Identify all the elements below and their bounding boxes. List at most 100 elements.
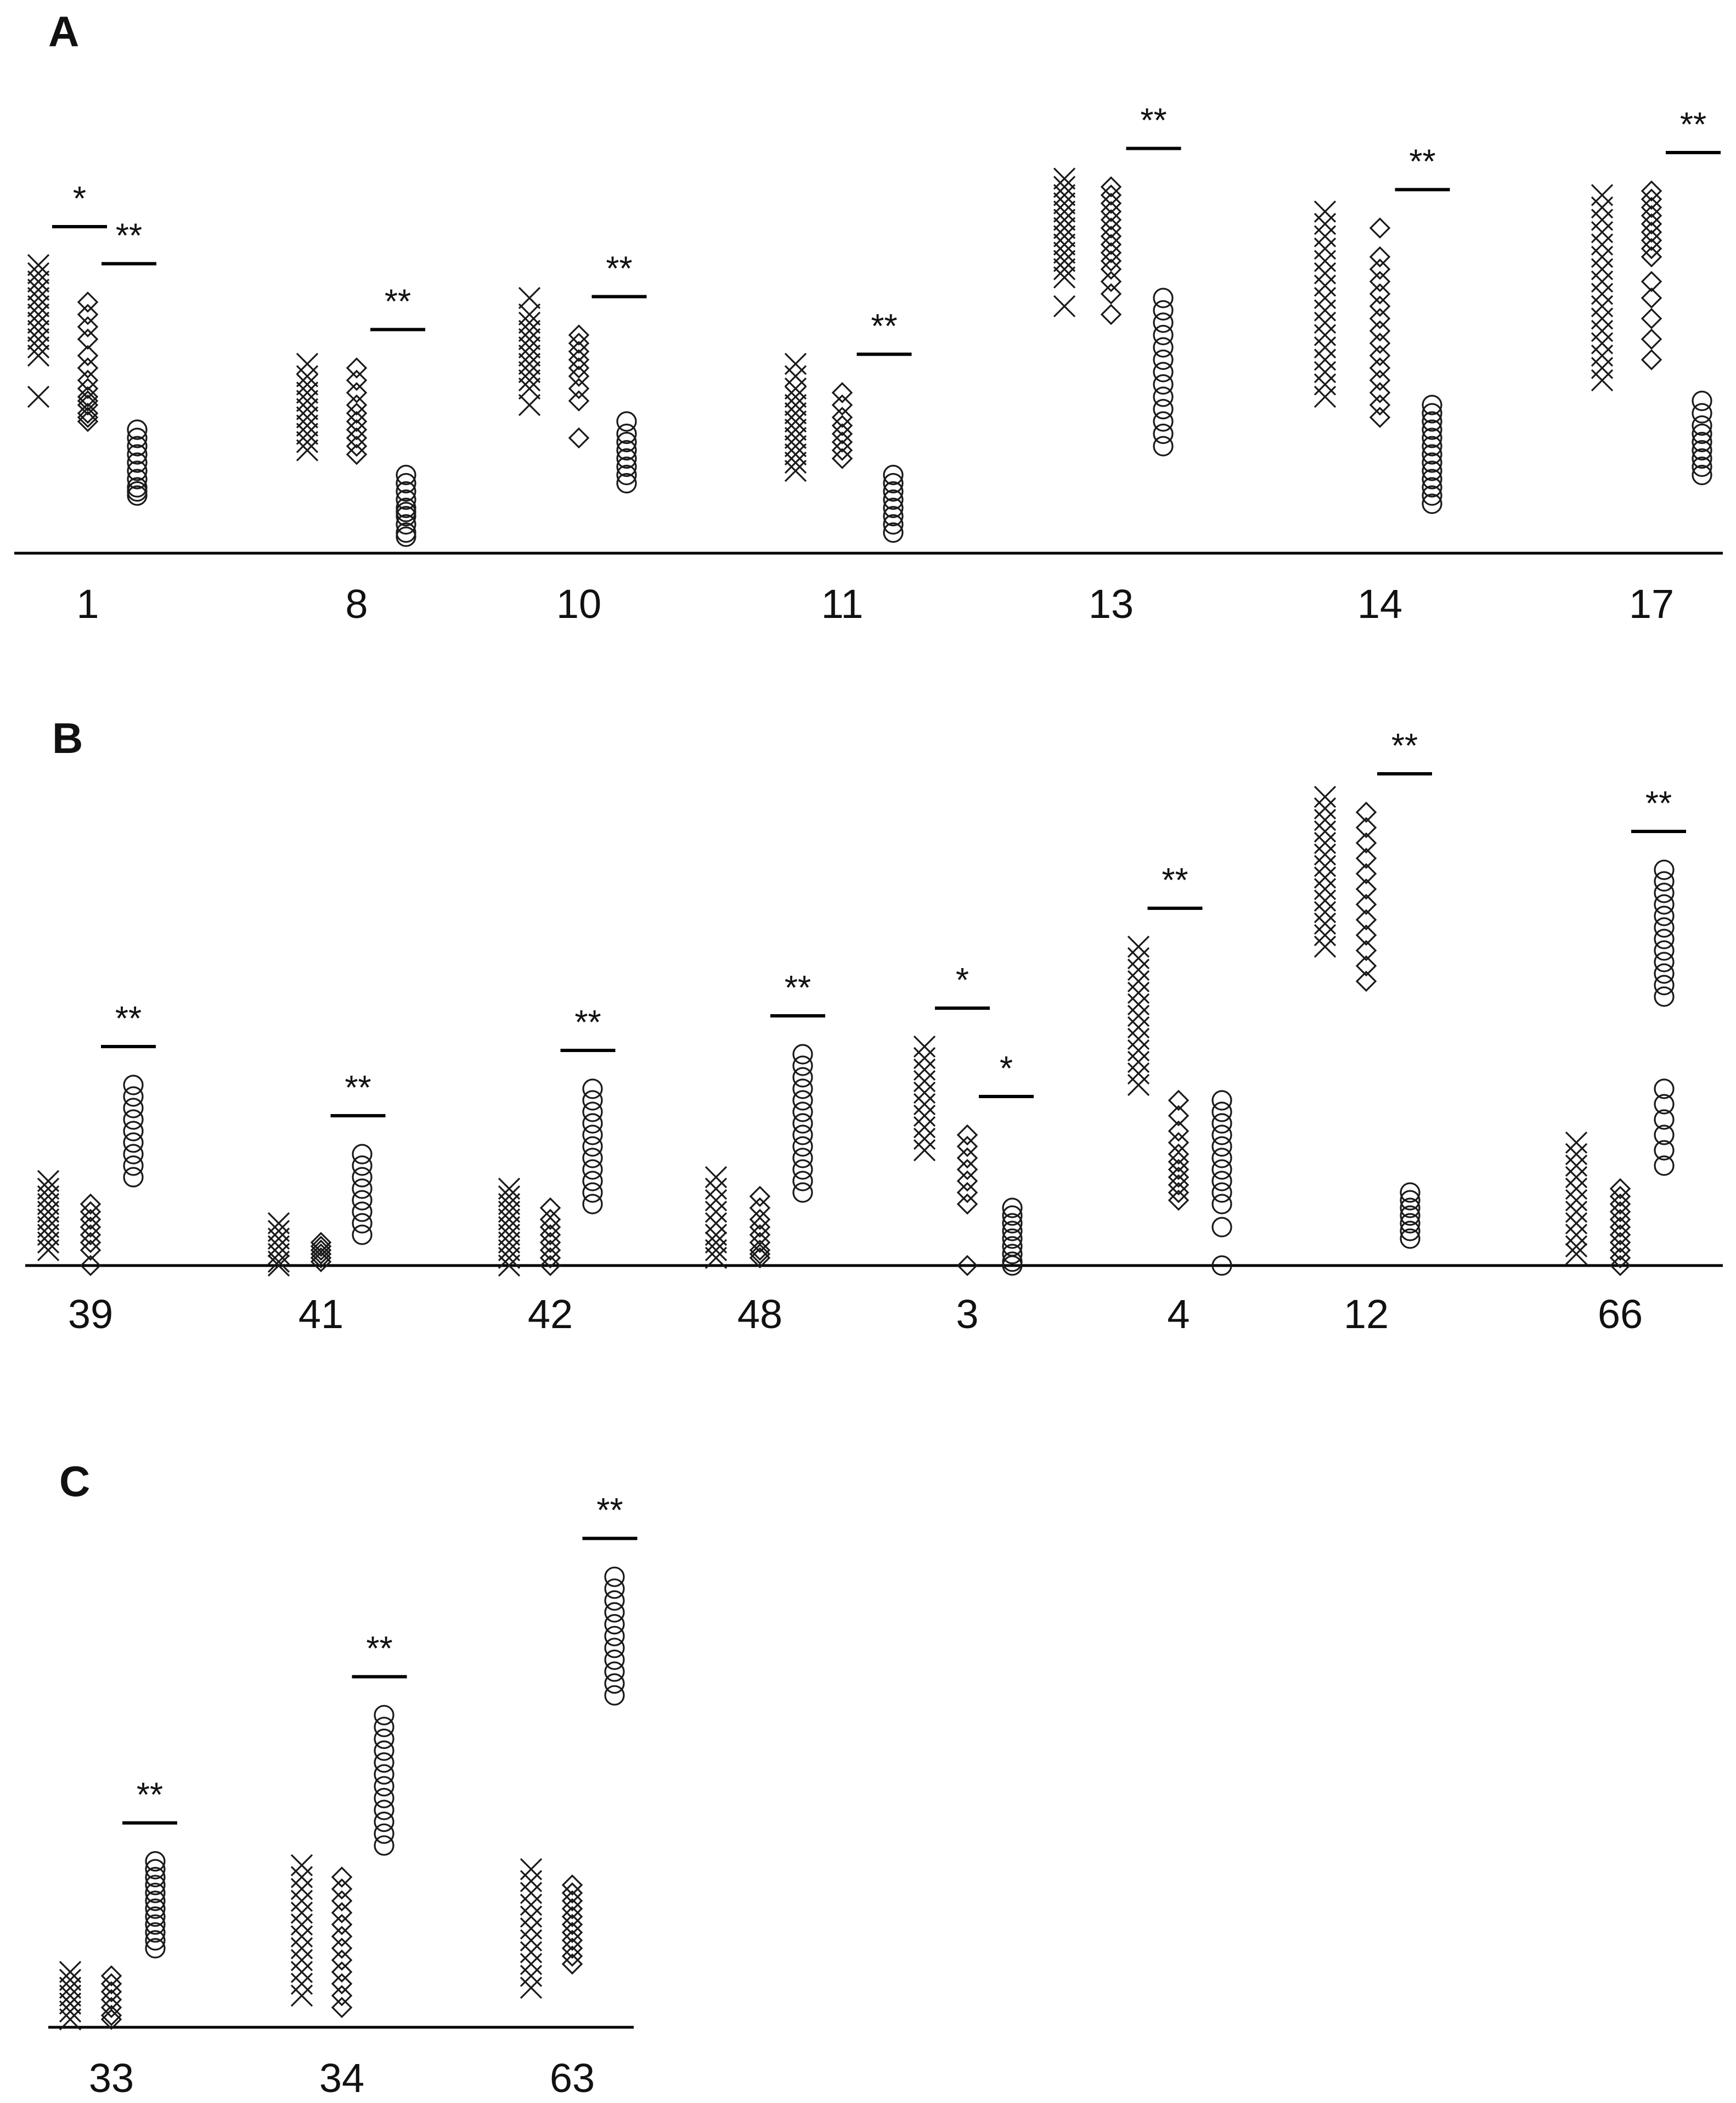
diamond-marker-a-13-8 bbox=[1100, 242, 1122, 263]
diamond-marker-a-14-2 bbox=[1369, 258, 1391, 280]
x-marker-a-1-5 bbox=[27, 295, 50, 318]
x-marker-a-14-11 bbox=[1314, 336, 1337, 359]
diamond-marker-b-12-2 bbox=[1355, 832, 1377, 854]
group-label-a-14: 14 bbox=[1357, 581, 1402, 627]
circle-marker-b-41-2 bbox=[352, 1167, 373, 1188]
circle-marker-a-11-7 bbox=[883, 522, 904, 543]
circle-marker-b-4-3 bbox=[1211, 1124, 1232, 1145]
circle-marker-b-41-6 bbox=[352, 1213, 373, 1234]
circle-marker-b-48-7 bbox=[792, 1124, 813, 1145]
circle-marker-c-34-0 bbox=[374, 1705, 394, 1725]
circle-marker-a-14-8 bbox=[1422, 460, 1442, 481]
diamond-marker-a-10-4 bbox=[568, 357, 590, 379]
x-marker-b-12-4 bbox=[1314, 831, 1337, 854]
x-marker-a-13-4 bbox=[1053, 200, 1076, 223]
x-marker-a-14-4 bbox=[1314, 250, 1337, 272]
x-marker-c-63-2 bbox=[520, 1882, 543, 1904]
circle-marker-b-41-5 bbox=[352, 1201, 373, 1222]
group-label-b-41: 41 bbox=[298, 1291, 343, 1337]
circle-marker-b-42-8 bbox=[582, 1171, 603, 1191]
x-marker-a-17-0 bbox=[1591, 184, 1614, 206]
x-marker-a-8-0 bbox=[296, 352, 319, 375]
x-marker-b-42-7 bbox=[498, 1231, 521, 1254]
group-label-c-63: 63 bbox=[550, 2055, 595, 2101]
diamond-marker-b-66-0 bbox=[1609, 1178, 1631, 1200]
circle-marker-a-14-4 bbox=[1422, 428, 1442, 448]
plot-layer: 1***8**10**11**13**14**17**39**41**42**4… bbox=[27, 102, 1721, 2101]
diamond-marker-b-3-4 bbox=[956, 1170, 978, 1192]
circle-marker-b-41-4 bbox=[352, 1190, 373, 1211]
circle-marker-b-66-9 bbox=[1654, 963, 1675, 984]
circle-marker-b-42-9 bbox=[582, 1182, 603, 1203]
sig-label-b-4-0: ** bbox=[1162, 862, 1188, 899]
circle-marker-a-1-8 bbox=[127, 481, 148, 502]
group-label-c-34: 34 bbox=[319, 2055, 364, 2101]
x-marker-c-33-1 bbox=[59, 1969, 82, 1991]
diamond-marker-a-14-8 bbox=[1369, 333, 1391, 354]
circle-marker-a-17-6 bbox=[1692, 448, 1712, 469]
sig-label-b-42-0: ** bbox=[574, 1004, 601, 1042]
x-marker-b-39-1 bbox=[37, 1177, 60, 1200]
diamond-marker-c-63-10 bbox=[561, 1953, 583, 1975]
circle-marker-b-48-11 bbox=[792, 1171, 813, 1191]
diamond-marker-a-8-0 bbox=[346, 357, 368, 379]
x-marker-a-13-0 bbox=[1053, 167, 1076, 190]
circle-marker-b-48-10 bbox=[792, 1159, 813, 1180]
x-marker-b-41-0 bbox=[267, 1212, 290, 1235]
x-marker-b-42-4 bbox=[498, 1208, 521, 1231]
circle-marker-b-3-4 bbox=[1002, 1228, 1023, 1249]
x-marker-b-4-6 bbox=[1127, 1004, 1150, 1027]
diamond-marker-a-17-4 bbox=[1641, 213, 1662, 235]
diamond-marker-a-11-6 bbox=[831, 440, 853, 461]
circle-marker-b-3-3 bbox=[1002, 1221, 1023, 1241]
diamond-marker-c-63-7 bbox=[561, 1930, 583, 1951]
circle-marker-a-1-5 bbox=[127, 460, 148, 481]
x-marker-b-3-1 bbox=[913, 1047, 936, 1070]
x-marker-b-12-6 bbox=[1314, 854, 1337, 878]
x-marker-a-17-7 bbox=[1591, 270, 1614, 293]
circle-marker-a-14-3 bbox=[1422, 419, 1442, 440]
diamond-marker-b-39-7 bbox=[80, 1255, 102, 1277]
circle-marker-b-48-0 bbox=[792, 1044, 813, 1065]
diamond-marker-b-41-4 bbox=[310, 1247, 332, 1269]
diamond-marker-b-48-8 bbox=[749, 1247, 771, 1269]
circle-marker-b-48-4 bbox=[792, 1090, 813, 1111]
diamond-marker-a-11-5 bbox=[831, 431, 853, 453]
diamond-marker-a-17-6 bbox=[1641, 229, 1662, 251]
sig-label-b-41-0: ** bbox=[345, 1069, 371, 1107]
x-marker-b-66-10 bbox=[1565, 1242, 1588, 1266]
circle-marker-b-66-15 bbox=[1654, 1124, 1675, 1145]
x-marker-b-3-7 bbox=[913, 1116, 936, 1139]
circle-marker-b-39-4 bbox=[123, 1121, 144, 1142]
x-marker-a-11-1 bbox=[784, 365, 807, 387]
x-marker-b-66-2 bbox=[1565, 1154, 1588, 1177]
group-label-a-10: 10 bbox=[556, 581, 601, 627]
diamond-marker-b-12-6 bbox=[1355, 893, 1377, 915]
x-marker-b-42-5 bbox=[498, 1216, 521, 1239]
diamond-marker-a-11-1 bbox=[831, 394, 853, 416]
panel-letter-b: B bbox=[52, 714, 83, 762]
x-marker-c-34-4 bbox=[290, 1902, 313, 1924]
diamond-marker-a-13-12 bbox=[1100, 283, 1122, 305]
circle-marker-a-10-3 bbox=[616, 440, 637, 461]
diamond-marker-b-12-7 bbox=[1355, 909, 1377, 931]
x-marker-b-39-8 bbox=[37, 1231, 60, 1254]
diamond-marker-a-14-9 bbox=[1369, 345, 1391, 367]
circle-marker-b-66-12 bbox=[1654, 1078, 1675, 1099]
circle-marker-b-48-3 bbox=[792, 1078, 813, 1099]
x-marker-b-48-0 bbox=[704, 1166, 728, 1189]
x-marker-b-39-5 bbox=[37, 1208, 60, 1231]
diamond-marker-c-34-2 bbox=[331, 1890, 353, 1911]
circle-marker-a-1-9 bbox=[127, 485, 148, 506]
circle-marker-b-12-0 bbox=[1400, 1182, 1421, 1203]
x-marker-b-3-8 bbox=[913, 1127, 936, 1150]
x-marker-a-10-7 bbox=[518, 352, 541, 375]
diamond-marker-a-14-5 bbox=[1369, 295, 1391, 317]
circle-marker-c-33-1 bbox=[145, 1859, 166, 1880]
circle-marker-a-14-10 bbox=[1422, 477, 1442, 498]
diamond-marker-a-17-8 bbox=[1641, 246, 1662, 268]
diamond-marker-a-10-5 bbox=[568, 366, 590, 387]
diamond-marker-c-33-0 bbox=[100, 1965, 122, 1987]
group-label-b-48: 48 bbox=[737, 1291, 782, 1337]
diamond-marker-b-66-1 bbox=[1609, 1185, 1631, 1207]
